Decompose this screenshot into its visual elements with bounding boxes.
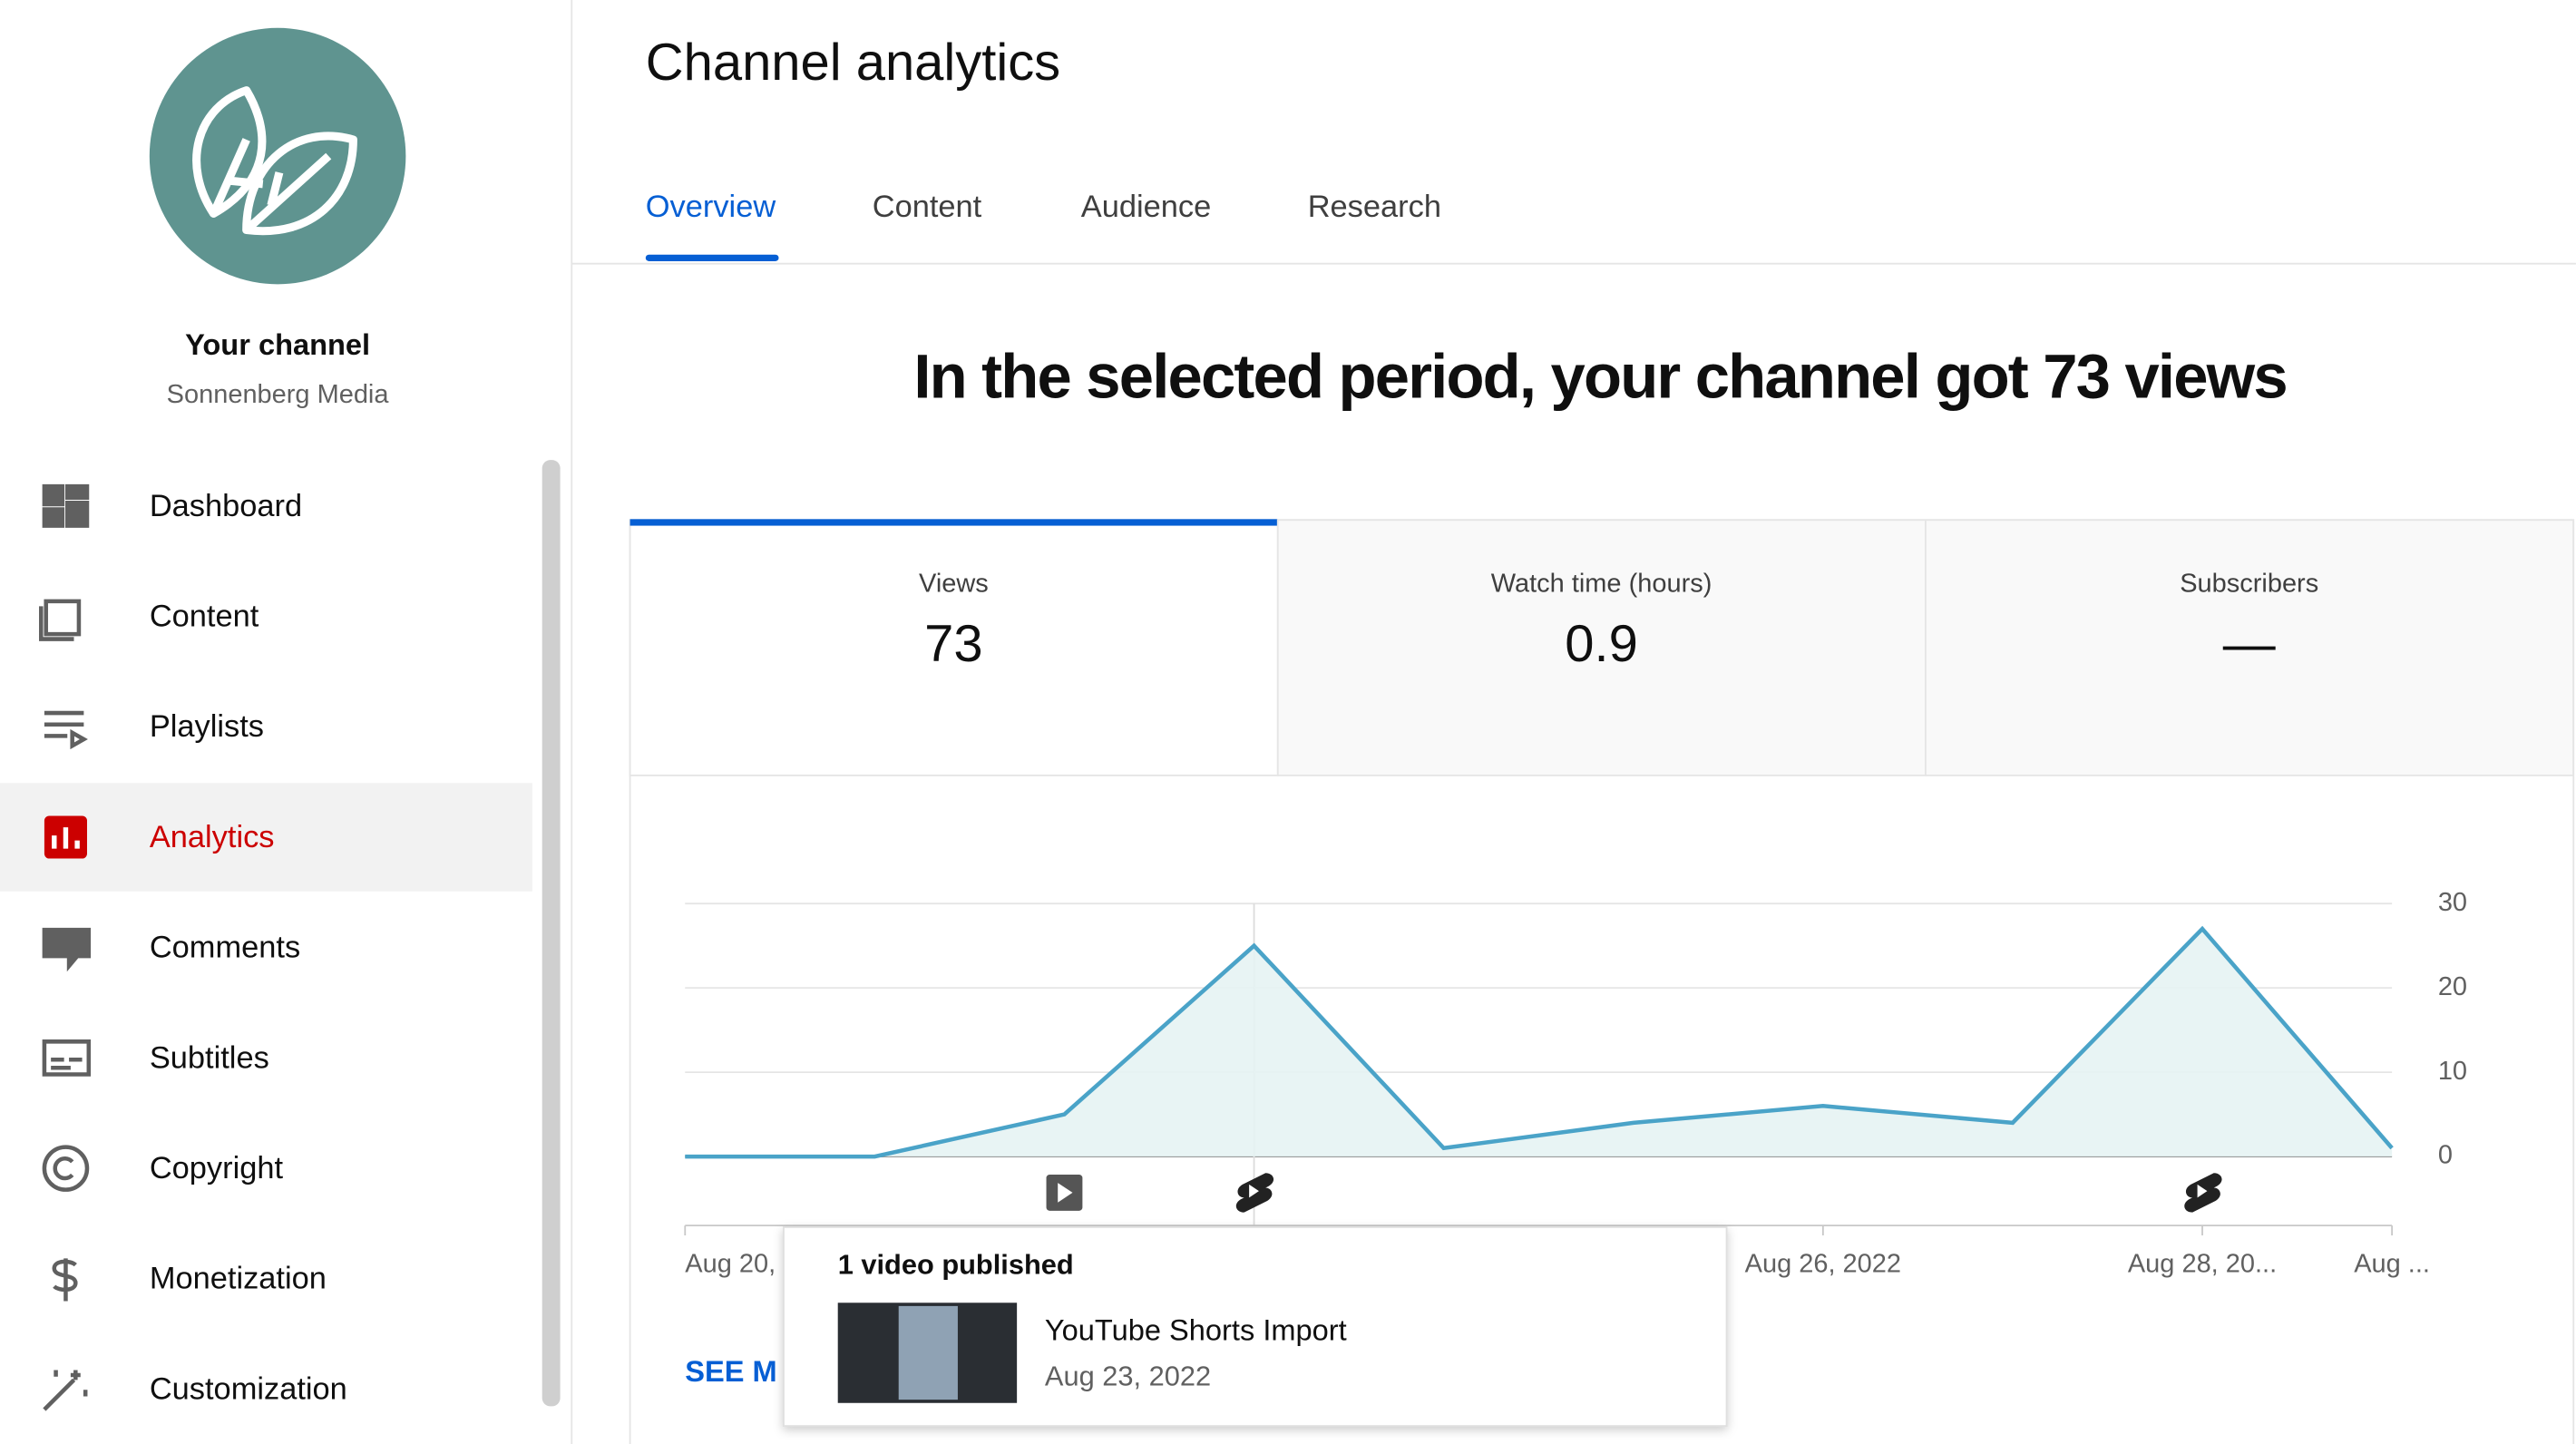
menu-item[interactable]: Content — [39, 599, 259, 641]
menu-item[interactable]: Subtitles — [42, 1039, 269, 1077]
menu-icon — [43, 1370, 88, 1411]
menu-icon — [42, 1145, 90, 1192]
menu-icon — [42, 927, 92, 972]
tab[interactable]: Research — [1308, 190, 1441, 224]
video-icon-play — [1058, 1183, 1073, 1203]
x-tick-label: Aug ... — [2354, 1249, 2430, 1278]
shorts-icon-play — [1249, 1184, 1259, 1198]
metric-label: Views — [919, 569, 989, 598]
channel-title: Your channel — [185, 327, 370, 361]
metric-card-bg — [1925, 519, 2574, 776]
scrollbar[interactable] — [542, 460, 561, 1407]
menu-label: Monetization — [150, 1262, 327, 1296]
menu-item[interactable]: Playlists — [44, 709, 264, 750]
menu-item[interactable]: Monetization — [52, 1258, 327, 1302]
shorts-icon[interactable] — [1235, 1173, 1274, 1213]
menu-label: Playlists — [150, 709, 264, 744]
metric-label: Subscribers — [2180, 569, 2318, 598]
menu-icon — [44, 710, 88, 750]
menu-label: Customization — [150, 1371, 347, 1406]
menu-label: Analytics — [150, 820, 275, 854]
menu-label: Content — [150, 599, 259, 633]
tab-underline — [645, 254, 779, 261]
see-more-link[interactable]: SEE M — [685, 1354, 776, 1388]
menu-item[interactable]: Comments — [42, 927, 300, 972]
metric-card[interactable]: Views 73 — [629, 519, 1279, 776]
y-tick-label: 30 — [2438, 888, 2467, 917]
line-series — [685, 925, 2394, 1159]
menu-icon-c — [53, 1156, 74, 1181]
y-tick-label: 10 — [2438, 1057, 2467, 1086]
metric-card-bg — [629, 519, 1279, 776]
menu-icon — [42, 483, 90, 528]
page-title: Channel analytics — [646, 34, 1060, 92]
area-fill — [685, 929, 2393, 1157]
menu-label: Comments — [150, 931, 300, 965]
menu-item[interactable]: Copyright — [42, 1145, 284, 1192]
shorts-icon[interactable] — [2184, 1173, 2222, 1213]
avatar-logo — [192, 86, 357, 236]
menu-label: Dashboard — [150, 489, 302, 523]
menu-item[interactable]: Analytics — [0, 783, 532, 892]
y-tick-label: 0 — [2438, 1141, 2453, 1170]
menu-icon — [39, 599, 82, 641]
tooltip-title: 1 video published — [838, 1249, 1074, 1281]
metric-card[interactable]: Watch time (hours) 0.9 — [1276, 519, 1927, 776]
x-tick-label: Aug 20, — [685, 1249, 776, 1278]
menu-item-highlight — [0, 783, 532, 892]
metric-active-bar — [629, 519, 1278, 526]
video-title[interactable]: YouTube Shorts Import — [1045, 1312, 1347, 1346]
metric-value: 73 — [924, 615, 982, 673]
tab[interactable]: Overview — [646, 190, 776, 224]
tab[interactable]: Audience — [1081, 190, 1211, 224]
menu-item[interactable]: Customization — [43, 1370, 347, 1411]
menu-item[interactable]: Dashboard — [42, 483, 302, 528]
menu-icon — [42, 1039, 92, 1077]
menu-icon — [52, 1258, 78, 1302]
channel-name: Sonnenberg Media — [167, 380, 390, 409]
shorts-icon-play — [2197, 1184, 2208, 1198]
x-tick-label: Aug 28, 20... — [2128, 1249, 2277, 1278]
tooltip: 1 video published YouTube Shorts Import … — [783, 1226, 1728, 1428]
tab[interactable]: Content — [873, 190, 982, 224]
x-tick-label: Aug 26, 2022 — [1745, 1249, 1901, 1278]
headline: In the selected period, your channel got… — [913, 341, 2287, 411]
menu-label: Subtitles — [150, 1040, 269, 1075]
metric-value: — — [2223, 615, 2276, 673]
y-tick-label: 20 — [2438, 972, 2467, 1001]
video-date: Aug 23, 2022 — [1045, 1361, 1211, 1392]
video-icon[interactable] — [1046, 1175, 1083, 1211]
metric-card-bg — [1276, 519, 1927, 776]
metric-card[interactable]: Subscribers — — [1925, 519, 2574, 776]
menu-label: Copyright — [150, 1151, 284, 1185]
metric-value: 0.9 — [1565, 615, 1638, 673]
metric-label: Watch time (hours) — [1491, 569, 1712, 598]
menu-icon-bars — [52, 827, 80, 849]
thumbnail-image — [898, 1305, 958, 1400]
